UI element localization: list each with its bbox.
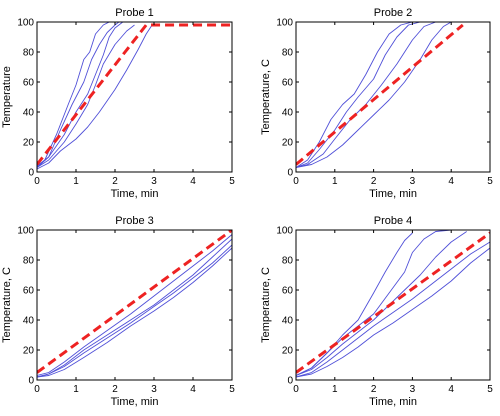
measured-line-3-2 bbox=[37, 238, 232, 378]
reference-line-1-6 bbox=[37, 23, 232, 166]
x-tick-label: 1 bbox=[73, 176, 79, 187]
y-tick-label: 0 bbox=[28, 168, 34, 179]
x-tick-label: 5 bbox=[487, 384, 493, 395]
y-tick-label: 40 bbox=[23, 316, 35, 327]
measured-line-1-1 bbox=[37, 22, 110, 168]
chart-probe-3: 0 1 2 3 4 5 0 20 40 60 80 100 Probe 3 Time, min Temper… bbox=[1, 215, 235, 408]
x-tick-label: 5 bbox=[487, 176, 493, 187]
measured-line-1-2 bbox=[37, 22, 120, 167]
x-tick-label: 3 bbox=[151, 384, 157, 395]
x-tick-label: 3 bbox=[151, 176, 157, 187]
y-tick-label: 40 bbox=[282, 108, 294, 119]
chart-title: Probe 3 bbox=[115, 215, 154, 227]
x-tick-label: 0 bbox=[293, 176, 299, 187]
y-tick-label: 60 bbox=[23, 286, 35, 297]
y-tick-label: 60 bbox=[282, 78, 294, 89]
x-tick-label: 1 bbox=[73, 384, 79, 395]
x-tick-label: 0 bbox=[293, 384, 299, 395]
reference-line-4-6 bbox=[296, 231, 490, 374]
measured-line-1-5 bbox=[37, 24, 153, 170]
plot-frame-2 bbox=[295, 21, 491, 173]
measured-line-2-1 bbox=[296, 22, 413, 168]
x-tick-label: 4 bbox=[190, 384, 196, 395]
series-group-3 bbox=[37, 230, 232, 378]
measured-line-4-2 bbox=[296, 230, 452, 376]
x-tick-label: 5 bbox=[229, 176, 235, 187]
y-tick-label: 100 bbox=[276, 18, 293, 29]
measured-line-3-1 bbox=[37, 234, 232, 376]
y-tick-label: 60 bbox=[282, 286, 294, 297]
measured-line-4-1 bbox=[296, 232, 413, 376]
series-group-2 bbox=[296, 22, 464, 168]
chart-title: Probe 4 bbox=[374, 215, 413, 227]
chart-probe-4: 0 1 2 3 4 5 0 20 40 60 80 100 Probe 4 Time, min Temper… bbox=[260, 215, 493, 408]
y-axis-label: Temperature, C bbox=[260, 267, 272, 343]
y-tick-label: 80 bbox=[23, 256, 35, 267]
y-tick-label: 80 bbox=[282, 256, 294, 267]
x-axis-label: Time, min bbox=[111, 396, 159, 408]
x-tick-label: 5 bbox=[229, 384, 235, 395]
series-group-4 bbox=[296, 230, 490, 378]
x-axis-label: Time, min bbox=[111, 188, 159, 200]
chart-probe-1: 0 1 2 3 4 5 0 20 40 60 80 100 Probe 1 Time, min Temper… bbox=[1, 7, 235, 200]
x-tick-label: 0 bbox=[34, 176, 40, 187]
y-tick-label: 20 bbox=[23, 346, 35, 357]
y-tick-label: 40 bbox=[282, 316, 294, 327]
chart-title: Probe 2 bbox=[374, 7, 413, 19]
plot-frame-3 bbox=[36, 229, 233, 381]
x-tick-label: 3 bbox=[410, 384, 416, 395]
reference-line-2-5 bbox=[296, 23, 464, 166]
measured-line-1-3 bbox=[37, 22, 124, 168]
y-tick-label: 100 bbox=[276, 226, 293, 237]
x-axis-label: Time, min bbox=[369, 396, 417, 408]
x-tick-label: 2 bbox=[371, 384, 377, 395]
y-tick-label: 20 bbox=[282, 346, 294, 357]
x-tick-label: 3 bbox=[410, 176, 416, 187]
y-tick-label: 40 bbox=[23, 108, 35, 119]
x-tick-label: 4 bbox=[448, 384, 454, 395]
x-tick-label: 1 bbox=[332, 176, 338, 187]
y-tick-label: 0 bbox=[28, 376, 34, 387]
x-tick-label: 2 bbox=[371, 176, 377, 187]
reference-line-3-5 bbox=[37, 230, 232, 374]
x-tick-label: 0 bbox=[34, 384, 40, 395]
chart-title: Probe 1 bbox=[115, 7, 154, 19]
x-tick-label: 4 bbox=[190, 176, 196, 187]
y-tick-label: 0 bbox=[287, 376, 293, 387]
x-tick-label: 1 bbox=[332, 384, 338, 395]
plot-frame-4 bbox=[295, 229, 491, 381]
x-axis-label: Time, min bbox=[369, 188, 417, 200]
measured-line-2-2 bbox=[296, 22, 421, 168]
y-tick-label: 80 bbox=[282, 48, 294, 59]
y-tick-label: 20 bbox=[23, 138, 35, 149]
chart-probe-2: 0 1 2 3 4 5 0 20 40 60 80 100 Probe 2 Time, min Temper… bbox=[260, 7, 493, 200]
plot-frame-1 bbox=[36, 21, 233, 173]
y-tick-label: 0 bbox=[287, 168, 293, 179]
series-group-1 bbox=[37, 22, 232, 170]
measured-line-3-3 bbox=[37, 244, 232, 378]
y-axis-label: Temperature, C bbox=[260, 59, 272, 135]
x-tick-label: 2 bbox=[112, 176, 118, 187]
y-tick-label: 100 bbox=[17, 226, 34, 237]
measured-line-4-4 bbox=[296, 241, 490, 378]
x-tick-label: 4 bbox=[448, 176, 454, 187]
y-tick-label: 100 bbox=[17, 18, 34, 29]
y-tick-label: 20 bbox=[282, 138, 294, 149]
y-axis-label: Temperature, C bbox=[1, 267, 13, 343]
y-tick-label: 80 bbox=[23, 48, 35, 59]
y-tick-label: 60 bbox=[23, 78, 35, 89]
y-axis-label: Temperature bbox=[1, 66, 13, 128]
measured-line-2-4 bbox=[296, 22, 452, 168]
measured-line-3-4 bbox=[37, 247, 232, 378]
measured-line-4-5 bbox=[296, 247, 490, 378]
x-tick-label: 2 bbox=[112, 384, 118, 395]
